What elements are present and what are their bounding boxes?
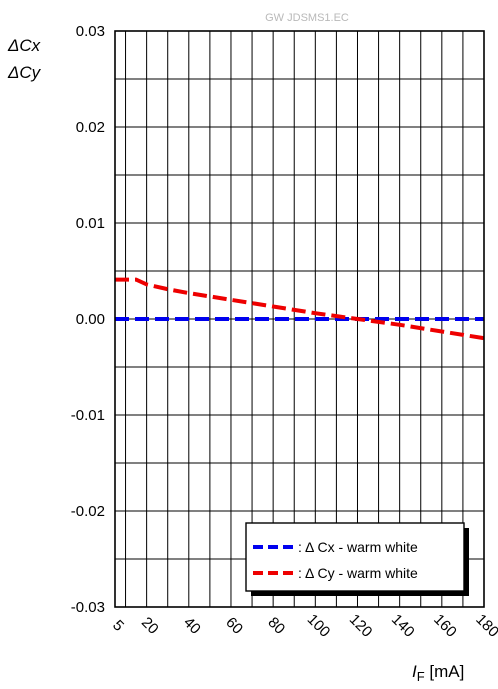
y-tick-label: -0.03	[71, 599, 105, 616]
x-axis-unit: [mA]	[425, 662, 465, 681]
y-tick-label: 0.02	[76, 119, 105, 136]
x-axis-symbol: I	[412, 662, 417, 681]
legend-label-cx: : Δ Cx - warm white	[298, 539, 418, 555]
y-tick-label: -0.01	[71, 407, 105, 424]
x-tick-label: 80	[264, 614, 288, 638]
y-tick-label: 0.03	[76, 23, 105, 40]
x-tick-label: 5	[109, 617, 127, 635]
x-tick-label: 60	[222, 614, 246, 638]
y-tick-label: 0.01	[76, 215, 105, 232]
legend-box	[245, 522, 465, 592]
y-axis-title-cy: ΔCy	[7, 63, 42, 82]
x-tick-label: 180	[472, 611, 498, 641]
y-tick-label: 0.00	[76, 311, 105, 328]
plot-frame	[114, 30, 485, 608]
x-tick-label: 140	[388, 611, 418, 641]
legend: : Δ Cx - warm white : Δ Cy - warm white	[245, 522, 469, 596]
x-axis-title: IF [mA]	[412, 662, 464, 684]
y-axis-title-cx: ΔCx	[7, 36, 41, 55]
x-axis-subscript: F	[417, 669, 425, 684]
x-tick-label: 160	[430, 611, 460, 641]
x-tick-label: 120	[346, 611, 376, 641]
watermark: GW JDSMS1.EC	[265, 12, 349, 24]
x-tick-label: 20	[138, 614, 162, 638]
y-tick-label: -0.02	[71, 503, 105, 520]
x-tick-label: 100	[304, 611, 334, 641]
x-tick-label: 40	[180, 614, 204, 638]
legend-label-cy: : Δ Cy - warm white	[298, 565, 418, 581]
series-line-cy	[115, 277, 485, 341]
plot-series	[115, 277, 485, 341]
